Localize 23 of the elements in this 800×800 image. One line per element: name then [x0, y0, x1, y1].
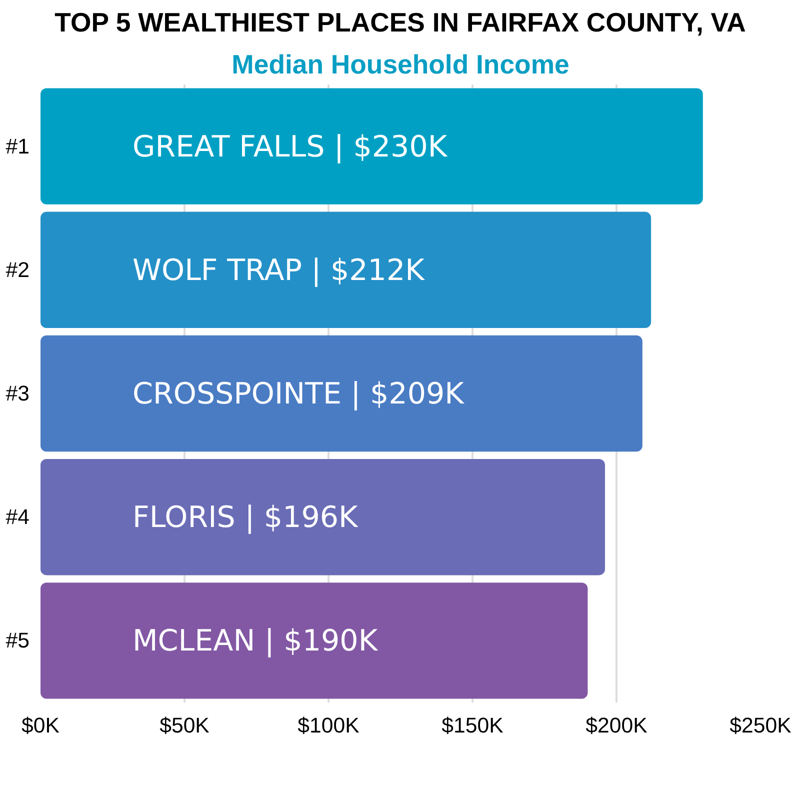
chart-title: TOP 5 WEALTHIEST PLACES IN FAIRFAX COUNTY, VA: [54, 8, 746, 38]
data-label: FLORIS | $196K: [132, 500, 359, 534]
bar: [40, 582, 588, 699]
y-tick-label: #5: [6, 628, 30, 653]
x-tick-label: $50K: [160, 714, 210, 738]
x-tick-label: $200K: [586, 714, 648, 738]
bar: [40, 88, 703, 204]
bar: [40, 212, 652, 328]
chart-subtitle: Median Household Income: [232, 50, 570, 80]
data-label: GREAT FALLS | $230K: [132, 129, 448, 164]
x-tick-label: $0K: [22, 714, 60, 738]
bar: [40, 459, 605, 576]
y-tick-label: #4: [6, 505, 30, 530]
data-label: WOLF TRAP | $212K: [132, 252, 426, 287]
data-label: CROSSPOINTE | $209K: [132, 376, 465, 410]
data-label: MCLEAN | $190K: [132, 624, 378, 658]
x-tick-label: $100K: [298, 714, 360, 738]
x-tick-label: $250K: [730, 714, 792, 738]
y-tick-label: #2: [6, 258, 30, 282]
x-tick-label: $150K: [442, 714, 504, 738]
bar: [40, 335, 642, 452]
y-tick-label: #1: [6, 134, 30, 158]
y-tick-label: #3: [6, 382, 30, 406]
